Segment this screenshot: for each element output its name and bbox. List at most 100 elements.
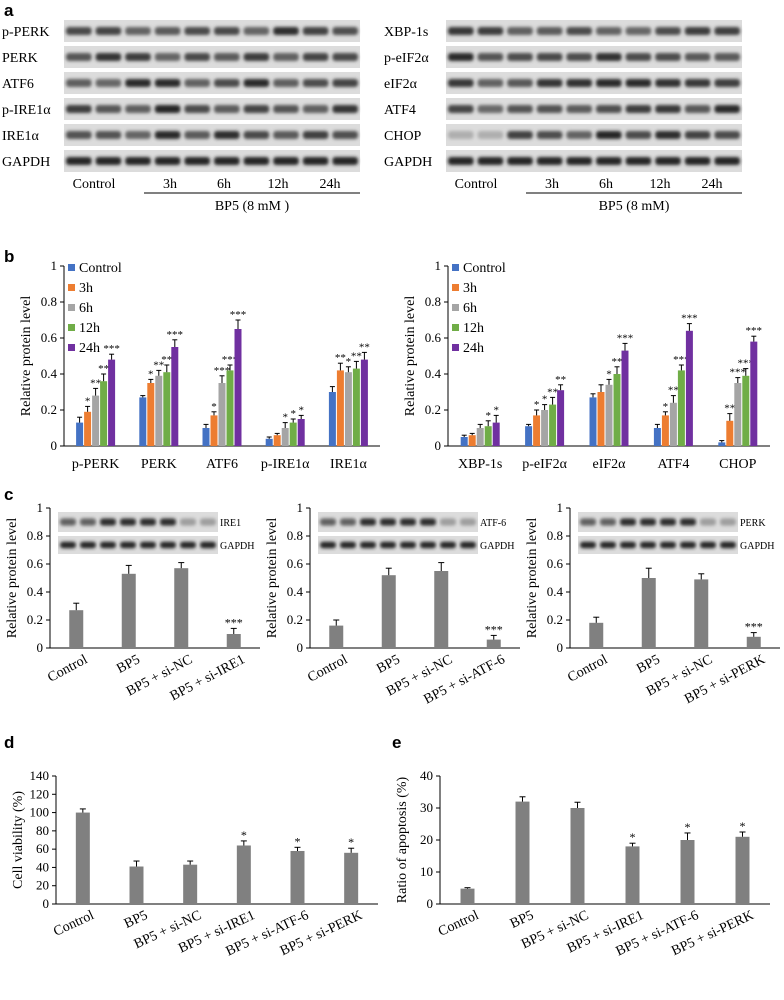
y-tick-label: 0.8 — [27, 528, 43, 543]
blot-band — [140, 541, 156, 549]
panel-label-b: b — [4, 247, 14, 266]
y-tick-label: 0.8 — [287, 528, 303, 543]
bar — [434, 571, 449, 648]
blot-band — [655, 157, 681, 165]
x-tick-label: eIF2α — [593, 457, 627, 472]
blot-band — [684, 157, 711, 165]
blot-band — [140, 518, 156, 526]
blot-strip — [446, 72, 742, 94]
significance-mark: * — [148, 368, 154, 380]
bar — [84, 411, 92, 446]
y-tick-label: 0.6 — [41, 330, 58, 345]
significance-mark: *** — [167, 329, 184, 341]
blot-band — [477, 157, 504, 165]
blot-band — [66, 131, 92, 139]
y-tick-label: 0 — [557, 640, 564, 655]
y-tick-label: 0 — [37, 640, 44, 655]
significance-mark: * — [485, 410, 491, 422]
blot-band — [714, 131, 740, 139]
significance-mark: *** — [214, 365, 231, 377]
significance-mark: ** — [724, 403, 735, 415]
bar — [344, 852, 359, 904]
blot-band — [80, 518, 96, 526]
blot-strip — [64, 150, 360, 172]
significance-mark: ** — [90, 377, 101, 389]
blot-band — [100, 541, 116, 549]
y-tick-label: 100 — [30, 805, 50, 820]
y-tick-label: 0.6 — [547, 556, 564, 571]
significance-mark: * — [663, 401, 669, 413]
blot-band — [66, 79, 92, 87]
blot-band — [536, 105, 563, 113]
blot-row-label: XBP-1s — [384, 25, 428, 40]
legend-entry: 24h — [463, 341, 484, 356]
blot-row-label: CHOP — [384, 129, 422, 144]
blot-band — [714, 27, 740, 35]
bar — [750, 341, 758, 446]
inset-blot-label: GAPDH — [480, 541, 514, 552]
bar — [236, 845, 251, 904]
bar — [155, 375, 163, 446]
blot-strip — [446, 150, 742, 172]
legend-entry: 6h — [79, 301, 93, 316]
bar — [163, 372, 171, 446]
bar — [265, 438, 273, 446]
y-tick-label: 1 — [51, 258, 58, 273]
bar — [486, 639, 501, 648]
blot-strip — [446, 98, 742, 120]
significance-mark: *** — [746, 325, 763, 337]
blot-band — [95, 27, 122, 35]
blot-band — [566, 79, 592, 87]
blot-band — [684, 131, 711, 139]
blot-band — [200, 518, 216, 526]
legend-swatch — [452, 344, 459, 351]
y-tick-label: 40 — [420, 768, 433, 783]
x-tick-label: Control — [45, 652, 90, 685]
blot-band — [660, 541, 676, 549]
blot-band — [184, 157, 210, 165]
bar — [605, 384, 613, 446]
significance-mark: ** — [359, 341, 370, 353]
bar — [234, 329, 242, 446]
blot-band — [477, 53, 504, 61]
significance-mark: *** — [103, 343, 120, 355]
x-tick-label: p-PERK — [72, 457, 119, 472]
y-tick-label: 0 — [51, 438, 58, 453]
blot-band — [620, 518, 636, 526]
blot-background — [446, 20, 742, 42]
blot-band — [120, 541, 136, 549]
lane-label: 24h — [320, 177, 341, 192]
blot-row-label: eIF2α — [384, 77, 418, 92]
significance-mark: * — [295, 834, 301, 848]
bar — [484, 426, 492, 446]
bar — [121, 573, 136, 648]
blot-background — [446, 150, 742, 172]
y-axis-label: Cell viability (%) — [11, 791, 26, 889]
significance-mark: ** — [555, 374, 566, 386]
y-tick-label: 0.6 — [425, 330, 442, 345]
y-tick-label: 0.2 — [547, 612, 563, 627]
blot-band — [332, 79, 358, 87]
inset-blot-target — [318, 512, 478, 532]
bar — [328, 392, 336, 446]
blot-band — [214, 105, 240, 113]
panel-label-d: d — [4, 733, 14, 752]
y-axis-label: Ratio of apoptosis (%) — [395, 776, 410, 903]
legend-swatch — [68, 284, 75, 291]
blot-band — [680, 518, 696, 526]
legend-swatch — [452, 264, 459, 271]
blot-band — [302, 131, 329, 139]
blot-row-label: PERK — [2, 51, 38, 66]
blot-background — [446, 72, 742, 94]
blot-row-label: p-PERK — [2, 25, 49, 40]
significance-mark: ** — [351, 350, 362, 362]
y-tick-label: 120 — [30, 786, 50, 801]
blot-band — [125, 157, 151, 165]
blot-band — [125, 105, 151, 113]
blot-band — [273, 79, 299, 87]
lane-label: 12h — [650, 177, 671, 192]
y-axis-label: Relative protein level — [19, 296, 34, 417]
bar — [685, 330, 693, 446]
significance-mark: * — [290, 408, 296, 420]
